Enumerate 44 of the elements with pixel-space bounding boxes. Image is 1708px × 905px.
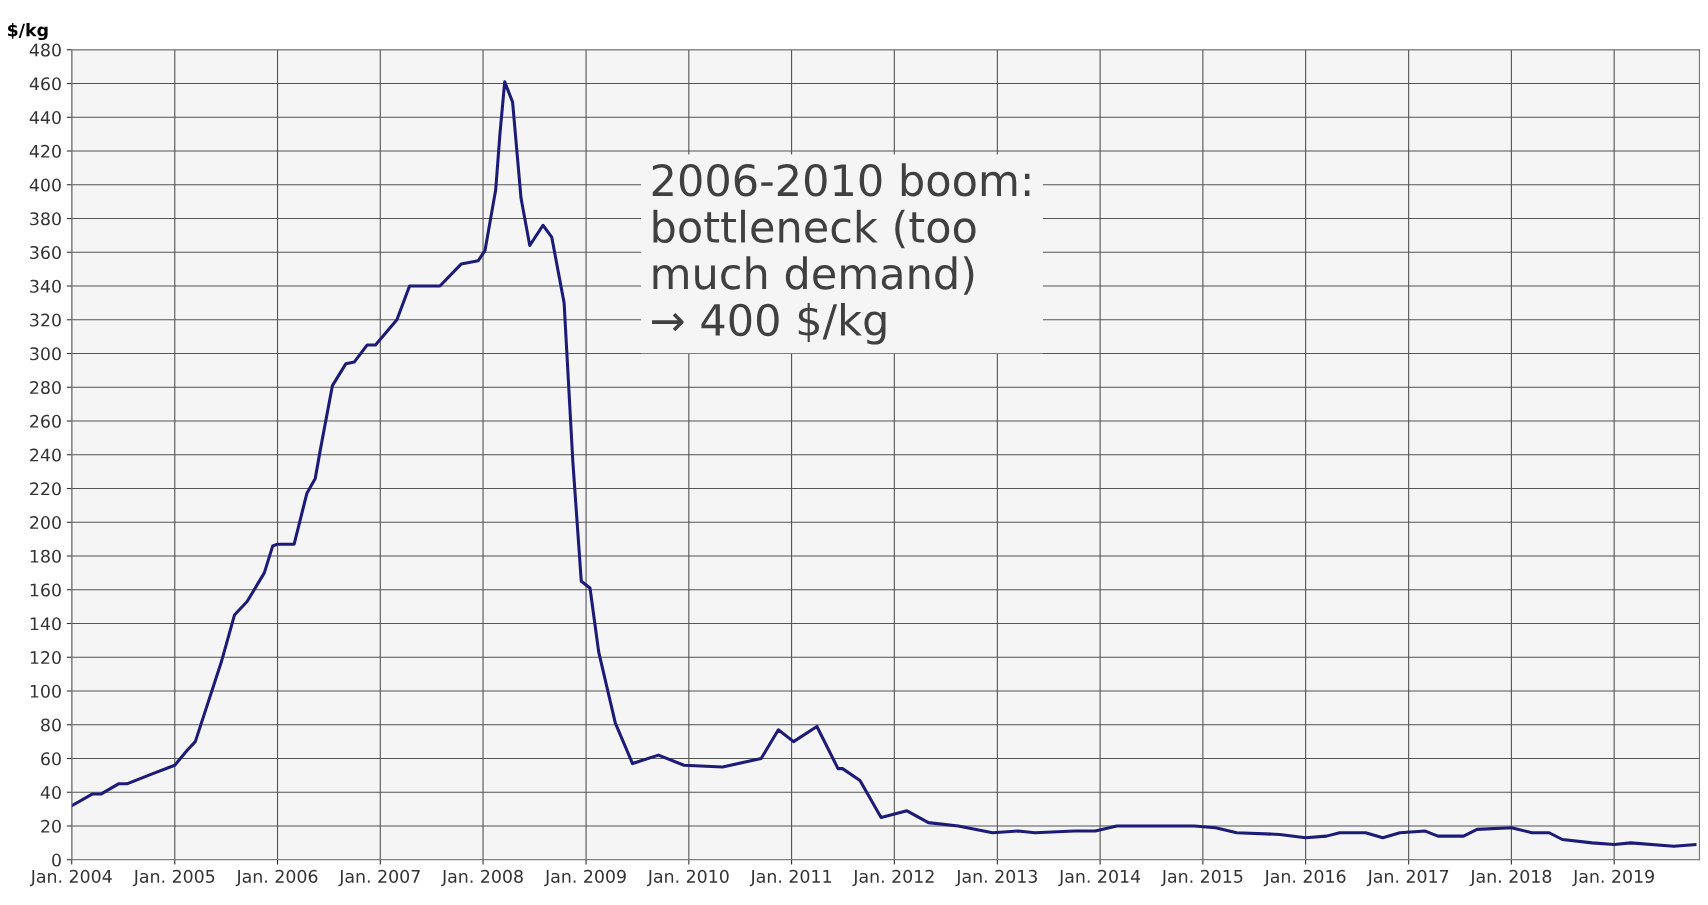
y-tick-label: 0 — [52, 853, 61, 867]
y-tick-label: 380 — [30, 212, 61, 226]
x-tick-label: Jan. 2008 — [441, 869, 523, 887]
y-tick-label: 260 — [30, 414, 61, 428]
y-tick-label: 120 — [30, 650, 61, 665]
x-tick-label: Jan. 2011 — [749, 869, 831, 887]
x-tick-label: Jan. 2019 — [1572, 869, 1654, 887]
x-tick-label: Jan. 2009 — [544, 869, 626, 887]
y-tick-label: 480 — [29, 43, 61, 57]
y-tick-label: 100 — [30, 684, 61, 698]
y-tick-label: 300 — [30, 347, 61, 361]
y-tick-label: 60 — [41, 752, 61, 766]
y-tick-label: 460 — [29, 77, 61, 91]
x-tick-label: Jan. 2007 — [338, 869, 420, 887]
y-tick-label: 420 — [29, 144, 61, 158]
x-tick-label: Jan. 2017 — [1366, 869, 1449, 887]
line-series — [71, 80, 1697, 848]
x-tick-label: Jan. 2010 — [646, 869, 729, 887]
y-tick-label: 200 — [30, 515, 61, 530]
x-tick-label: Jan. 2014 — [1058, 869, 1141, 887]
y-axis-title: $/kg — [7, 23, 48, 41]
x-tick-label: Jan. 2004 — [29, 869, 112, 887]
x-tick-label: Jan. 2013 — [955, 869, 1037, 887]
y-tick-label: 360 — [30, 245, 61, 260]
y-tick-label: 20 — [41, 819, 61, 833]
y-tick-label: 340 — [30, 279, 61, 293]
x-tick-label: Jan. 2015 — [1160, 869, 1243, 887]
x-tick-label: Jan. 2018 — [1469, 869, 1552, 887]
y-tick-label: 320 — [30, 313, 61, 327]
y-tick-label: 440 — [29, 110, 61, 125]
y-tick-label: 40 — [40, 785, 61, 800]
annotation: 2006-2010 boom: bottleneck (too much demand) → 400 $/kg — [652, 163, 1030, 345]
y-tick-label: 180 — [30, 549, 61, 563]
x-tick-label: Jan. 2012 — [852, 869, 934, 887]
x-tick-label: Jan. 2005 — [132, 869, 215, 887]
y-tick-label: 240 — [30, 448, 61, 462]
y-tick-label: 280 — [30, 380, 61, 395]
x-tick-label: Jan. 2006 — [235, 869, 318, 887]
y-tick-label: 220 — [30, 482, 61, 496]
y-tick-label: 400 — [29, 178, 61, 192]
y-tick-label: 80 — [41, 718, 61, 732]
x-tick-label: Jan. 2016 — [1263, 869, 1346, 887]
y-tick-label: 140 — [30, 617, 61, 631]
y-tick-label: 160 — [30, 583, 61, 597]
